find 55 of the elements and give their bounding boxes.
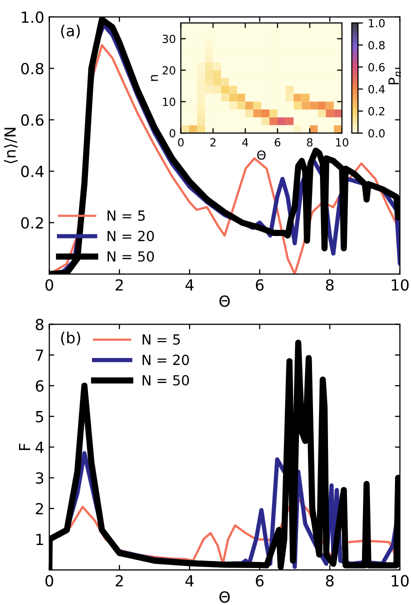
y-axis-title: n [150,75,158,81]
x-tick-label: 8 [326,575,334,587]
color-bar-label: 0.2 [368,107,384,116]
annotation: (b) [61,332,80,346]
y-tick-label: 7 [36,350,44,361]
x-axis-title: Θ [257,150,266,160]
x-tick-label: 2 [116,279,123,291]
x-tick-label: 0 [45,575,54,587]
y-tick-label: 5 [36,411,44,422]
x-tick-label: 0 [45,279,54,291]
y-tick-label: 0.4 [21,166,44,178]
y-tick-label: 30 [162,34,176,44]
x-tick-label: 10 [336,138,348,147]
annotation: (a) [61,24,80,38]
y-tick-label: 10 [163,98,176,106]
y-tick-label: 0 [170,129,176,138]
color-bar-label: 0.8 [368,40,385,50]
y-tick-label: 0.8 [21,62,44,74]
color-bar-label: 0.6 [368,63,385,72]
x-tick-label: 4 [185,575,194,586]
x-tick-label: 10 [392,575,409,587]
y-tick-label: 2 [36,502,43,514]
y-axis-title: ⟨n⟩/N [4,128,18,164]
y-tick-label: 20 [162,66,176,75]
color-bar-label: 0.0 [368,129,385,138]
x-axis-title: Θ [219,591,230,603]
y-tick-label: 4 [35,442,44,453]
y-axis-title: F [19,444,30,450]
x-tick-label: 6 [256,575,264,587]
x-tick-label: 0 [178,138,184,147]
x-axis-title: Θ [219,295,230,307]
x-tick-label: 8 [326,279,334,291]
legend-label: N = 20 [142,354,189,366]
legend-label: N = 50 [142,375,189,386]
color-bar-label: 1.0 [368,18,385,28]
y-tick-label: 1.0 [22,11,44,23]
x-tick-label: 2 [116,575,123,586]
legend-label: N = 50 [108,251,154,262]
x-tick-label: 4 [242,138,248,146]
color-bar-label: 0.4 [368,85,385,94]
legend-label: N = 20 [108,230,154,242]
y-tick-label: 0.6 [21,114,44,126]
legend-label: N = 5 [108,210,145,221]
y-tick-label: 6 [36,380,44,392]
x-tick-label: 2 [210,138,216,146]
legend-label: N = 5 [142,334,180,345]
x-tick-label: 8 [306,138,313,147]
x-tick-label: 6 [256,279,264,291]
y-tick-label: 8 [36,318,44,330]
x-tick-label: 4 [185,279,194,291]
y-tick-label: 1 [36,534,44,546]
y-tick-label: 0.2 [21,217,43,229]
y-tick-label: 3 [36,472,44,484]
x-tick-label: 10 [392,279,409,291]
x-tick-label: 6 [274,138,280,147]
